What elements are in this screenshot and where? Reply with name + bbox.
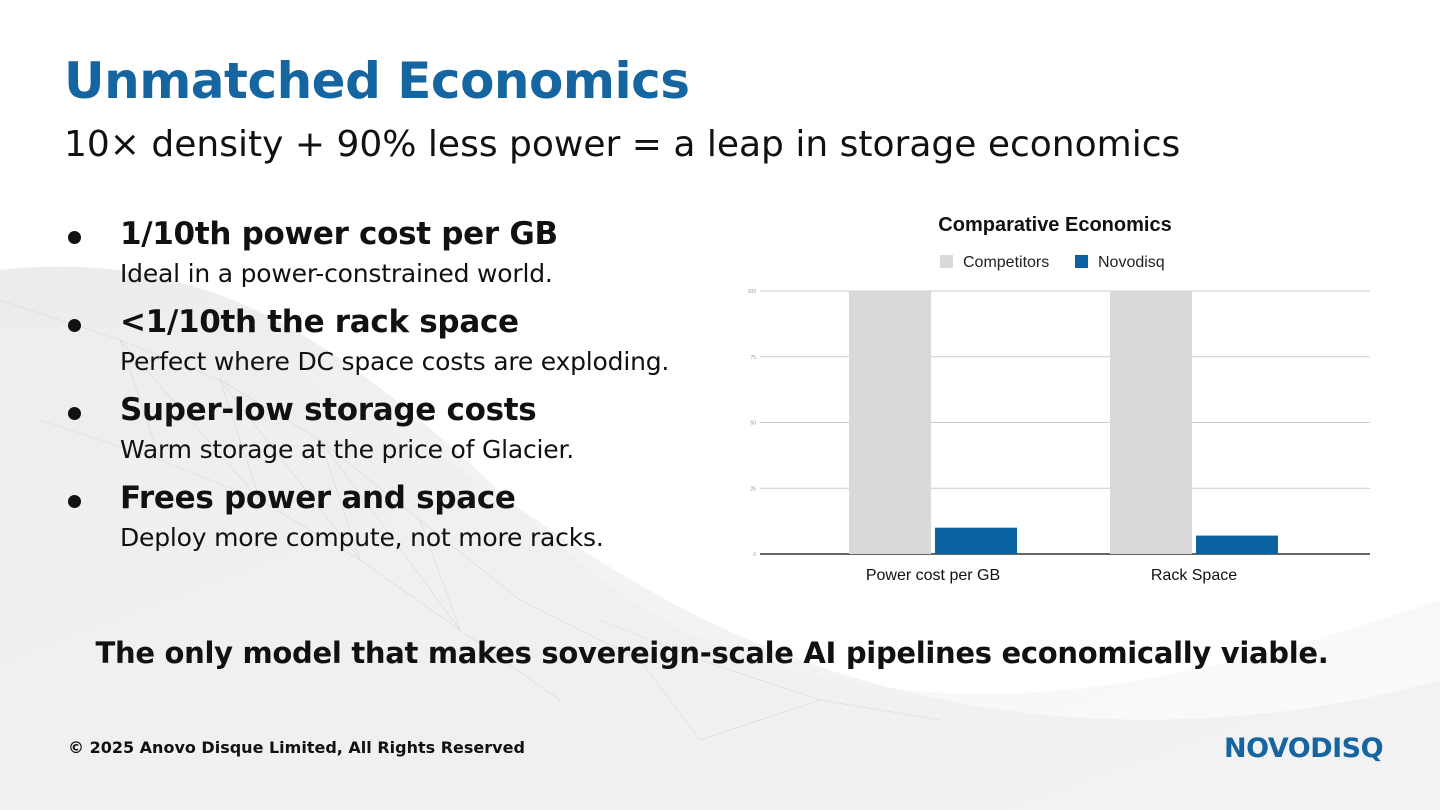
y-tick-label-0: 0 <box>753 552 756 558</box>
slide-subtitle: 10× density + 90% less power = a leap in… <box>64 124 1181 165</box>
benefit-detail: Deploy more compute, not more racks. <box>120 523 604 552</box>
benefit-heading: Frees power and space <box>120 480 516 516</box>
legend-swatch-0 <box>940 255 953 268</box>
chart-legend: Competitors Novodisq <box>940 254 1165 271</box>
chart-y-axis: 0 25 50 75 100 <box>748 289 757 558</box>
chart-bars <box>849 291 1278 554</box>
benefit-heading: Super-low storage costs <box>120 392 537 428</box>
benefit-heading: 1/10th power cost per GB <box>120 216 558 252</box>
benefit-detail: Ideal in a power-constrained world. <box>120 259 553 288</box>
y-tick-label-25: 25 <box>750 486 756 492</box>
benefit-list: 1/10th power cost per GB Ideal in a powe… <box>64 212 744 564</box>
bar-competitors-0 <box>849 291 931 554</box>
benefit-detail: Warm storage at the price of Glacier. <box>120 435 574 464</box>
bar-competitors-1 <box>1110 291 1192 554</box>
bar-novodisq-0 <box>935 527 1017 554</box>
legend-swatch-1 <box>1075 255 1088 268</box>
y-tick-label-50: 50 <box>750 421 756 427</box>
benefit-item-power-cost: 1/10th power cost per GB Ideal in a powe… <box>64 212 744 292</box>
chart-title: Comparative Economics <box>938 214 1171 236</box>
benefit-item-frees-power: Frees power and space Deploy more comput… <box>64 476 744 556</box>
slide-title: Unmatched Economics <box>64 52 690 110</box>
bullet-dot-icon <box>68 319 81 332</box>
bullet-dot-icon <box>68 495 81 508</box>
x-tick-label-0: Power cost per GB <box>866 567 1000 584</box>
legend-label-0: Competitors <box>963 254 1049 271</box>
x-tick-label-1: Rack Space <box>1151 567 1237 584</box>
benefit-item-storage-costs: Super-low storage costs Warm storage at … <box>64 388 744 468</box>
legend-label-1: Novodisq <box>1098 254 1165 271</box>
benefit-item-rack-space: <1/10th the rack space Perfect where DC … <box>64 300 744 380</box>
bullet-dot-icon <box>68 231 81 244</box>
benefit-detail: Perfect where DC space costs are explodi… <box>120 347 670 376</box>
novodisq-logo: NOVODISQ <box>1224 733 1384 764</box>
benefit-heading: <1/10th the rack space <box>120 304 519 340</box>
comparative-economics-chart: Comparative Economics Competitors Novodis… <box>748 214 1370 584</box>
y-tick-label-75: 75 <box>750 355 756 361</box>
copyright-footer: © 2025 Anovo Disque Limited, All Rights … <box>68 738 525 757</box>
bullet-dot-icon <box>68 407 81 420</box>
tagline: The only model that makes sovereign-scal… <box>95 636 1329 670</box>
chart-x-axis: Power cost per GB Rack Space <box>866 567 1237 584</box>
bar-novodisq-1 <box>1196 535 1278 554</box>
y-tick-label-100: 100 <box>748 289 757 295</box>
